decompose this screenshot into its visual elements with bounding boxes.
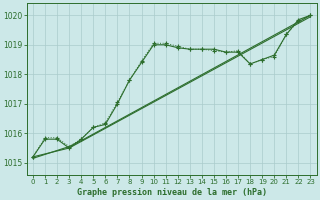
X-axis label: Graphe pression niveau de la mer (hPa): Graphe pression niveau de la mer (hPa) [77,188,267,197]
